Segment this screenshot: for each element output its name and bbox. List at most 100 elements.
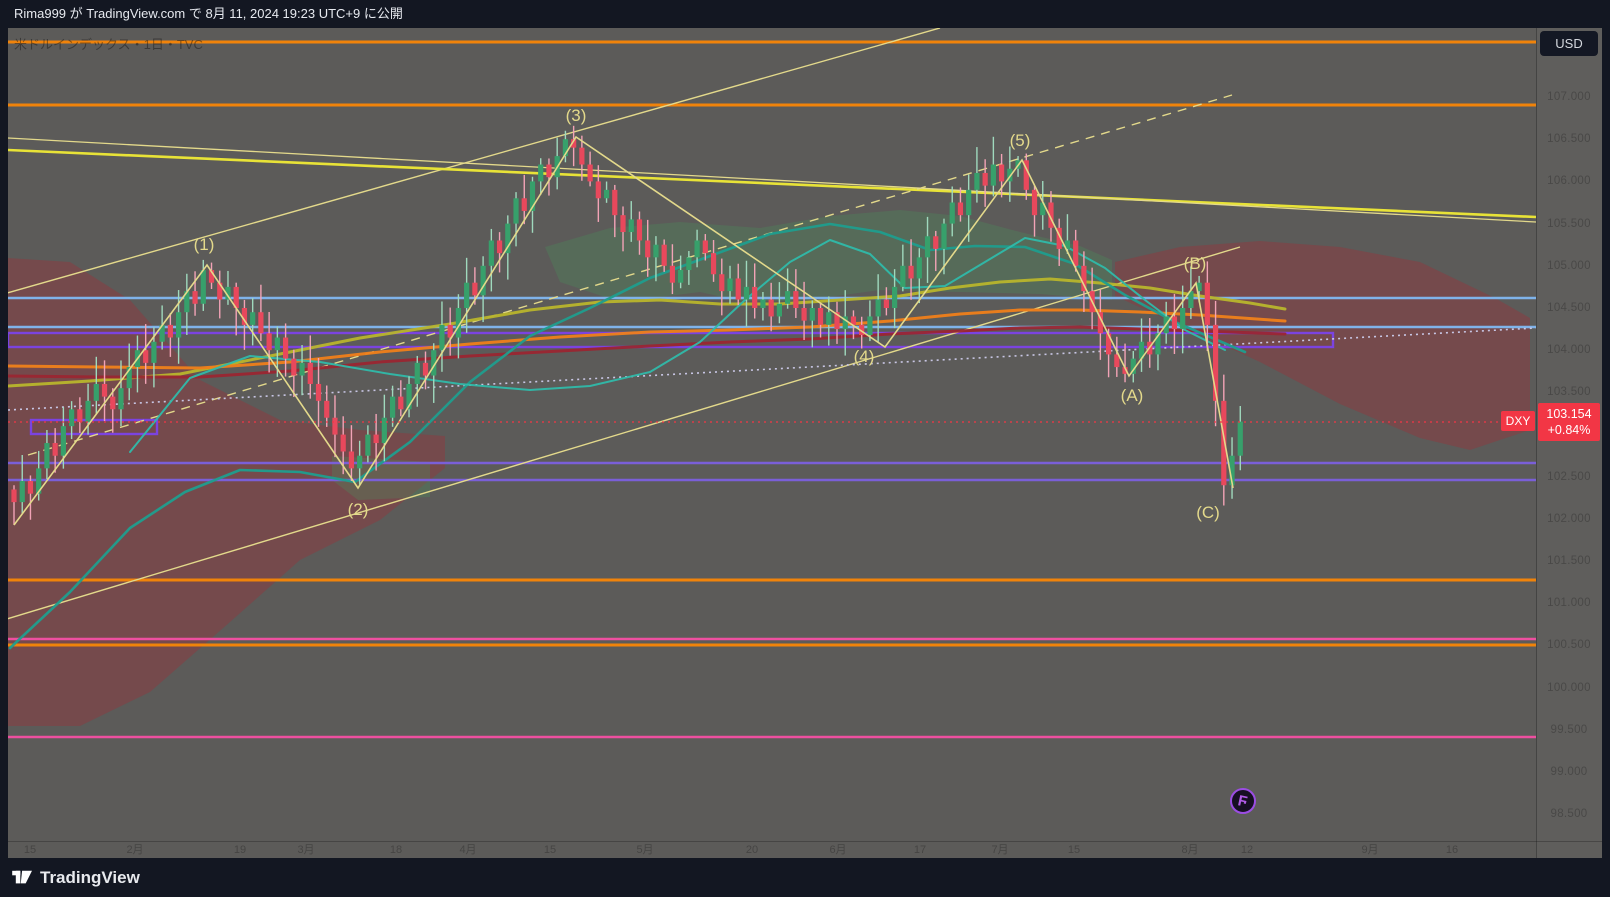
candle bbox=[496, 240, 503, 254]
candle bbox=[389, 396, 396, 418]
candle bbox=[603, 189, 610, 199]
price-axis[interactable] bbox=[1536, 28, 1602, 858]
candle bbox=[908, 265, 914, 279]
tradingview-logo-icon[interactable] bbox=[12, 869, 34, 887]
right-margin bbox=[1602, 28, 1610, 858]
price-badge: 103.154 +0.84% bbox=[1538, 403, 1600, 441]
candle bbox=[1105, 333, 1112, 355]
time-axis-label: 15 bbox=[23, 844, 37, 856]
candle bbox=[126, 367, 132, 389]
candle bbox=[69, 409, 75, 427]
candle bbox=[472, 282, 478, 296]
teal-fast bbox=[129, 237, 1226, 453]
candle bbox=[875, 299, 881, 317]
price-axis-label: 102.000 bbox=[1547, 513, 1591, 525]
time-axis-label: 2月 bbox=[126, 844, 144, 856]
candle bbox=[892, 286, 898, 308]
time-axis-label: 5月 bbox=[636, 844, 654, 856]
time-axis-label: 17 bbox=[913, 844, 927, 856]
candle bbox=[143, 350, 149, 363]
candle bbox=[324, 400, 330, 418]
candle bbox=[151, 341, 157, 363]
candle bbox=[44, 443, 50, 469]
time-axis-label: 15 bbox=[543, 844, 557, 856]
wave-label: (A) bbox=[1121, 386, 1144, 405]
candle bbox=[77, 409, 83, 422]
candle bbox=[719, 274, 725, 292]
candle bbox=[933, 236, 939, 249]
candle bbox=[1073, 240, 1079, 266]
price-axis-label: 104.000 bbox=[1547, 344, 1591, 356]
trendline-channel-upper bbox=[8, 28, 941, 294]
candle bbox=[817, 308, 824, 325]
candle bbox=[710, 253, 717, 275]
candle bbox=[225, 286, 231, 300]
candle bbox=[521, 198, 527, 211]
ichimoku-cloud-green-mid bbox=[545, 210, 1112, 302]
candle bbox=[924, 236, 931, 258]
chart-plot-background[interactable] bbox=[8, 28, 1536, 858]
candle bbox=[274, 337, 280, 351]
candle bbox=[381, 417, 387, 444]
ichimoku-cloud-green-small bbox=[332, 456, 430, 500]
time-axis-label: 6月 bbox=[829, 844, 847, 856]
candle bbox=[250, 312, 256, 325]
candle bbox=[1229, 455, 1235, 486]
symbol-price-tag: DXY bbox=[1501, 411, 1535, 431]
candle bbox=[743, 286, 750, 300]
candle bbox=[315, 383, 322, 401]
candle bbox=[1180, 308, 1186, 330]
candle bbox=[85, 400, 91, 422]
candle bbox=[365, 434, 371, 456]
brand-name[interactable]: TradingView bbox=[40, 867, 140, 887]
candle bbox=[1188, 291, 1194, 308]
candle bbox=[595, 181, 601, 199]
boost-badge[interactable]: Ϝ bbox=[1230, 788, 1256, 814]
candle bbox=[957, 202, 964, 216]
currency-button[interactable]: USD bbox=[1540, 31, 1598, 56]
candle bbox=[529, 181, 536, 211]
candle bbox=[1196, 282, 1202, 292]
candle bbox=[19, 481, 25, 503]
time-axis-label: 20 bbox=[745, 844, 759, 856]
candle bbox=[900, 265, 906, 287]
publish-header: Rima999 が TradingView.com で 8月 11, 2024 … bbox=[0, 0, 1610, 28]
price-axis-label: 105.500 bbox=[1547, 218, 1591, 230]
candle bbox=[1097, 312, 1103, 334]
candle bbox=[1064, 240, 1071, 249]
elliott-zigzag bbox=[13, 135, 1234, 526]
candle bbox=[176, 312, 182, 338]
candle bbox=[669, 265, 675, 283]
wave-label: (2) bbox=[348, 500, 369, 519]
candle bbox=[1237, 421, 1243, 456]
price-axis-label: 98.500 bbox=[1550, 808, 1588, 820]
candle bbox=[505, 223, 511, 254]
candle bbox=[776, 303, 782, 317]
candle bbox=[217, 282, 223, 300]
wave-label: (3) bbox=[566, 106, 587, 125]
price-axis-label: 102.500 bbox=[1547, 471, 1591, 483]
candle bbox=[661, 244, 667, 266]
candle bbox=[859, 324, 865, 336]
candle bbox=[966, 189, 972, 216]
candle bbox=[488, 240, 494, 266]
symbol-title: 米ドルインデックス・1日・TVC bbox=[14, 37, 203, 52]
candle bbox=[464, 282, 470, 308]
candle bbox=[184, 291, 190, 313]
trendline-yellow-major bbox=[8, 148, 1536, 219]
candle bbox=[406, 383, 412, 410]
candle bbox=[307, 362, 313, 384]
candle bbox=[480, 265, 486, 296]
time-axis-label: 9月 bbox=[1361, 844, 1379, 856]
time-axis-label: 12 bbox=[1240, 844, 1254, 856]
candle bbox=[1040, 202, 1046, 216]
candle bbox=[414, 362, 420, 384]
candle bbox=[1221, 400, 1227, 486]
candle bbox=[867, 316, 873, 336]
price-axis-label: 103.500 bbox=[1547, 386, 1591, 398]
wave-label: (1) bbox=[194, 235, 215, 254]
candle bbox=[809, 308, 815, 321]
measure-box bbox=[29, 418, 159, 436]
ichimoku-cloud-red-left bbox=[8, 258, 445, 726]
